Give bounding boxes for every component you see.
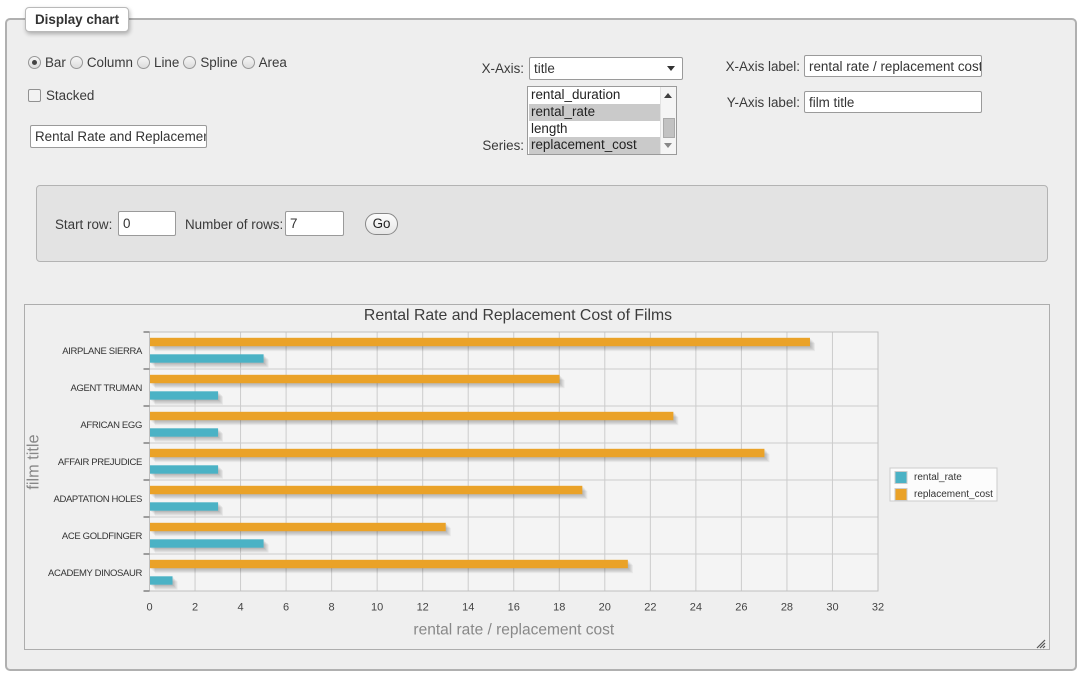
- svg-text:26: 26: [735, 602, 747, 614]
- svg-text:30: 30: [826, 602, 838, 614]
- svg-text:28: 28: [781, 602, 793, 614]
- svg-text:Rental Rate and Replacement Co: Rental Rate and Replacement Cost of Film…: [364, 307, 672, 324]
- svg-text:8: 8: [329, 602, 335, 614]
- svg-text:32: 32: [872, 602, 884, 614]
- svg-text:AFRICAN EGG: AFRICAN EGG: [80, 420, 142, 431]
- svg-text:ACADEMY DINOSAUR: ACADEMY DINOSAUR: [48, 568, 142, 579]
- svg-text:AGENT TRUMAN: AGENT TRUMAN: [71, 383, 143, 394]
- svg-text:14: 14: [462, 602, 474, 614]
- svg-text:10: 10: [371, 602, 383, 614]
- svg-text:rental rate / replacement cost: rental rate / replacement cost: [413, 622, 614, 639]
- svg-text:film title: film title: [25, 434, 43, 489]
- svg-text:16: 16: [508, 602, 520, 614]
- svg-text:AFFAIR PREJUDICE: AFFAIR PREJUDICE: [58, 457, 142, 468]
- svg-text:2: 2: [192, 602, 198, 614]
- svg-text:replacement_cost: replacement_cost: [914, 489, 993, 500]
- svg-text:4: 4: [237, 602, 243, 614]
- svg-text:AIRPLANE SIERRA: AIRPLANE SIERRA: [62, 346, 143, 357]
- svg-text:ADAPTATION HOLES: ADAPTATION HOLES: [53, 494, 142, 505]
- svg-text:18: 18: [553, 602, 565, 614]
- svg-text:20: 20: [599, 602, 611, 614]
- svg-text:rental_rate: rental_rate: [914, 472, 962, 483]
- svg-text:6: 6: [283, 602, 289, 614]
- svg-text:0: 0: [146, 602, 152, 614]
- svg-text:22: 22: [644, 602, 656, 614]
- svg-text:12: 12: [417, 602, 429, 614]
- svg-text:24: 24: [690, 602, 702, 614]
- svg-text:ACE GOLDFINGER: ACE GOLDFINGER: [62, 531, 143, 542]
